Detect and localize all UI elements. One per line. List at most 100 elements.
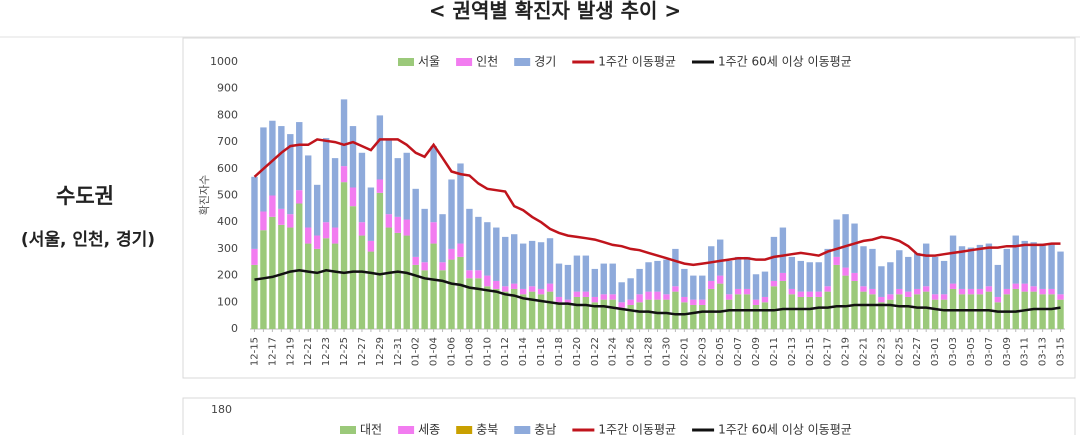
- bar-segment: [278, 208, 285, 225]
- bar-segment: [439, 214, 446, 263]
- bar-segment: [331, 227, 339, 244]
- bar-segment: [958, 288, 966, 295]
- bar-segment: [394, 216, 401, 233]
- bar-segment: [511, 234, 518, 284]
- y-axis-label: 확진자수: [198, 175, 211, 215]
- x-tick-label: 02-13: [787, 337, 798, 366]
- bar-segment: [1021, 283, 1028, 292]
- bar-segment: [358, 222, 366, 236]
- bar-segment: [493, 280, 500, 289]
- x-tick-label: 02-09: [751, 337, 762, 366]
- x-tick-label: 01-02: [411, 337, 422, 366]
- bar-segment: [994, 302, 1002, 329]
- bar-segment: [752, 304, 760, 329]
- bar-segment: [555, 302, 563, 329]
- x-tick-label: 02-15: [805, 337, 816, 366]
- bar-segment: [287, 214, 294, 228]
- bar-segment: [967, 288, 975, 295]
- bar-segment: [528, 286, 536, 292]
- legend-swatch: [340, 426, 356, 434]
- moving-average-line: [253, 138, 1061, 267]
- bar-segment: [672, 291, 679, 329]
- bar-segment: [1012, 235, 1019, 284]
- bar-segment: [502, 236, 509, 287]
- bar-segment: [403, 235, 410, 329]
- bar-segment: [761, 302, 769, 329]
- bar-segment: [887, 294, 894, 300]
- bar-segment: [1030, 242, 1037, 287]
- bar-segment: [340, 182, 348, 329]
- bar-segment: [475, 278, 482, 329]
- bar-segment: [627, 304, 634, 329]
- bar-segment: [484, 275, 491, 287]
- x-tick-label: 01-20: [572, 337, 583, 366]
- x-tick-label: 12-23: [321, 337, 332, 366]
- bar-segment: [305, 155, 312, 228]
- bar-segment: [528, 240, 536, 287]
- x-tick-label: 02-05: [715, 337, 726, 366]
- bar-segment: [260, 211, 267, 231]
- bar-segment: [412, 264, 419, 329]
- bar-segment: [331, 158, 339, 228]
- y-tick-label: 300: [217, 242, 238, 255]
- bar-segment: [555, 296, 563, 303]
- x-tick-label: 01-08: [464, 337, 475, 366]
- bar-segment: [681, 302, 688, 329]
- bar-segment: [1012, 288, 1019, 329]
- bar-segment: [869, 294, 876, 329]
- legend-label: 경기: [534, 55, 556, 69]
- bar-segment: [681, 296, 688, 303]
- bar-segment: [511, 288, 518, 329]
- bar-segment: [376, 115, 384, 180]
- bar-segment: [564, 299, 572, 305]
- bar-segment: [725, 299, 733, 329]
- bar-segment: [708, 280, 715, 289]
- bar-segment: [699, 275, 706, 300]
- bar-segment: [636, 302, 643, 329]
- bar-segment: [949, 288, 957, 329]
- bar-segment: [779, 280, 787, 329]
- bar-segment: [260, 230, 267, 329]
- bar-segment: [403, 152, 410, 220]
- bar-segment: [681, 268, 688, 297]
- bar-segment: [305, 243, 312, 329]
- x-tick-label: 02-07: [733, 337, 744, 366]
- bar-segment: [600, 299, 607, 329]
- x-tick-label: 12-25: [339, 337, 350, 366]
- bar-segment: [582, 255, 590, 292]
- bar-segment: [618, 302, 625, 308]
- y-tick-label: 400: [217, 215, 238, 228]
- y-tick-label: 700: [217, 135, 238, 148]
- bar-segment: [448, 179, 455, 249]
- bar-segment: [287, 227, 294, 329]
- page-title: < 권역별 확진자 발생 추이 >: [429, 0, 681, 23]
- bar-segment: [994, 296, 1002, 303]
- legend-swatch: [456, 58, 473, 66]
- bar-segment: [690, 299, 697, 305]
- bar-segment: [922, 291, 930, 329]
- bar-segment: [842, 267, 849, 276]
- bar-segment: [869, 248, 876, 289]
- bar-segment: [331, 243, 339, 329]
- bar-segment: [627, 299, 634, 305]
- bar-segment: [457, 243, 464, 257]
- bar-segment: [663, 259, 670, 295]
- bar-segment: [654, 291, 661, 300]
- y-tick-label: 1000: [210, 55, 238, 68]
- bar-segment: [985, 243, 993, 287]
- bar-segment: [931, 299, 939, 329]
- bar-segment: [1030, 291, 1037, 329]
- bar-segment: [627, 278, 634, 300]
- bar-segment: [887, 262, 894, 295]
- bar-segment: [860, 246, 867, 287]
- bar-segment: [349, 206, 357, 329]
- bar-segment: [860, 291, 867, 329]
- bar-segment: [439, 270, 446, 329]
- bar-segment: [376, 179, 384, 193]
- bar-segment: [949, 283, 957, 289]
- y-tick-label: 100: [217, 295, 238, 308]
- bar-segment: [511, 283, 518, 289]
- bar-segment: [734, 288, 742, 295]
- bar-segment: [770, 236, 778, 281]
- x-tick-label: 01-26: [626, 337, 637, 366]
